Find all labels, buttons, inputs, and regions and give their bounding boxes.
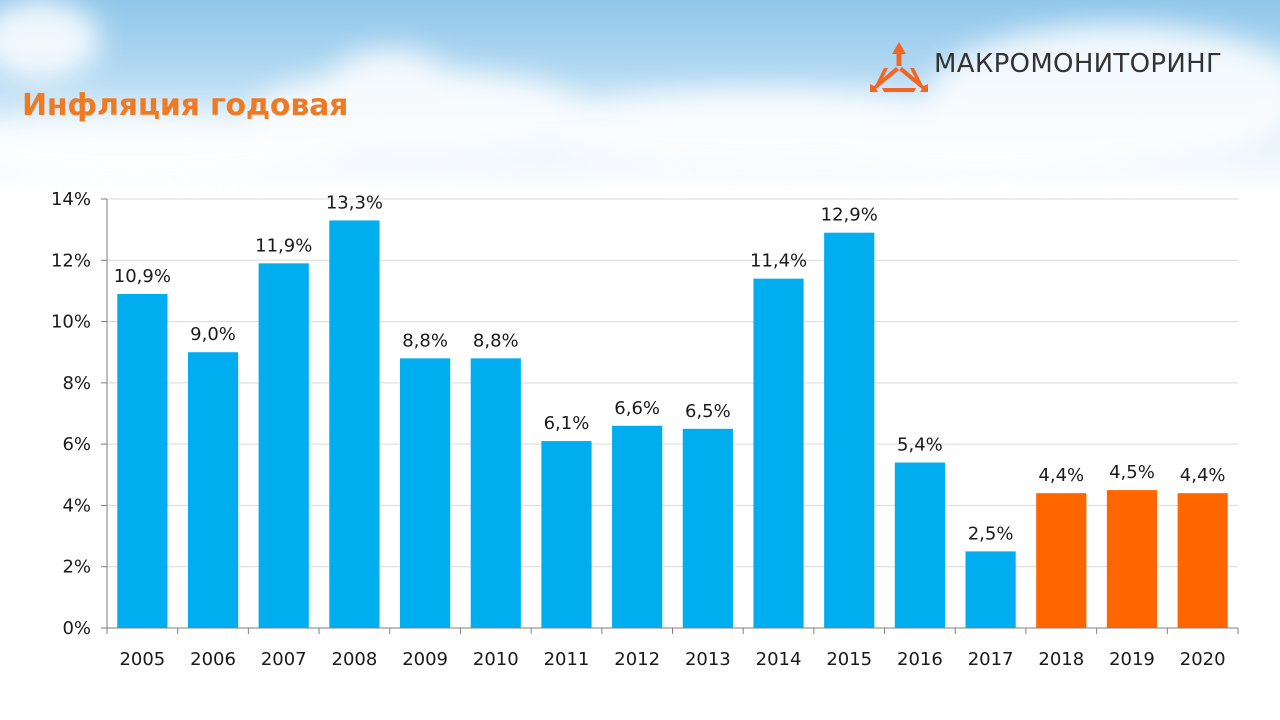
y-tick-label: 10% [51,312,91,333]
y-tick-label: 4% [62,495,91,516]
x-tick-label: 2018 [1038,649,1084,670]
data-label-2012: 6,6% [614,398,660,419]
data-label-2010: 8,8% [473,330,519,351]
bar-2007 [258,263,309,628]
bar-2012 [612,425,663,628]
data-label-2020: 4,4% [1180,465,1226,486]
bars [117,220,1228,628]
x-tick-label: 2006 [190,649,236,670]
x-tick-label: 2017 [968,649,1014,670]
bar-2020 [1177,493,1228,628]
bar-2016 [894,462,946,628]
bar-2017 [965,551,1016,628]
bar-2014 [753,278,804,628]
bar-2005 [117,293,168,628]
data-label-2015: 12,9% [821,205,878,226]
y-tick-label: 12% [51,250,91,271]
bar-2011 [541,441,592,628]
brand: МАКРОМОНИТОРИНГ [868,40,1248,96]
brand-name: МАКРОМОНИТОРИНГ [934,49,1223,79]
x-tick-label: 2009 [402,649,448,670]
bar-2010 [470,358,521,628]
bar-2019 [1106,490,1158,628]
data-label-2011: 6,1% [544,413,590,434]
bar-2015 [824,232,875,628]
bar-2009 [399,358,451,628]
axes [101,198,1239,634]
x-tick-label: 2015 [826,649,872,670]
x-tick-label: 2010 [473,649,519,670]
bar-2013 [682,428,733,628]
data-label-2017: 2,5% [968,523,1014,544]
x-tick-label: 2011 [544,649,590,670]
x-tick-label: 2012 [614,649,660,670]
bar-2018 [1036,493,1087,628]
bar-2008 [329,220,380,628]
data-label-2018: 4,4% [1038,465,1084,486]
data-label-2013: 6,5% [685,401,731,422]
labels: 0% 2% 4% 6% 8% 10% 12% 14% 10,9% 2005 9,0% 2006 11,9… [51,189,1226,670]
y-tick-label: 2% [62,557,91,578]
data-label-2009: 8,8% [402,330,448,351]
x-tick-label: 2005 [119,649,165,670]
x-tick-label: 2020 [1180,649,1226,670]
x-tick-label: 2019 [1109,649,1155,670]
tripod-arrows-logo-icon [870,42,928,92]
y-tick-label: 0% [62,618,91,639]
chart-title: Инфляция годовая [22,88,349,123]
data-label-2019: 4,5% [1109,462,1155,483]
data-label-2006: 9,0% [190,324,236,345]
x-tick-label: 2014 [756,649,802,670]
x-tick-label: 2013 [685,649,731,670]
data-label-2016: 5,4% [897,435,943,456]
data-label-2005: 10,9% [114,266,171,287]
x-tick-label: 2008 [332,649,378,670]
y-tick-label: 8% [62,373,91,394]
bar-2006 [187,352,239,628]
y-tick-label: 14% [51,189,91,210]
data-label-2014: 11,4% [750,251,807,272]
x-tick-label: 2007 [261,649,307,670]
y-tick-label: 6% [62,434,91,455]
data-label-2007: 11,9% [255,235,312,256]
x-tick-label: 2016 [897,649,943,670]
data-label-2008: 13,3% [326,192,383,213]
